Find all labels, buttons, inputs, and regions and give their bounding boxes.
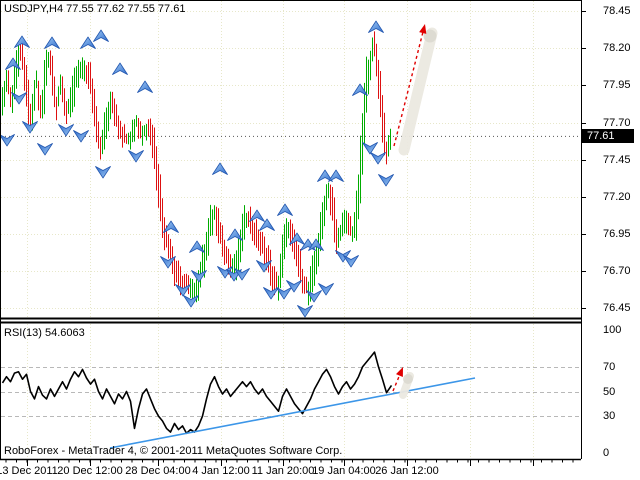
price-axis-label: 77.70	[603, 117, 631, 129]
current-price-badge: 77.61	[582, 129, 634, 143]
fractal-up-icon[interactable]	[137, 80, 153, 93]
fractal-down-icon[interactable]	[286, 280, 302, 293]
price-panel[interactable]	[0, 0, 581, 318]
fractal-down-icon[interactable]	[128, 150, 144, 163]
price-axis-label: 76.95	[603, 228, 631, 240]
fractal-up-icon[interactable]	[189, 240, 205, 253]
price-axis-label: 76.70	[603, 265, 631, 277]
fractal-down-icon[interactable]	[335, 250, 351, 263]
fractal-up-icon[interactable]	[352, 83, 368, 96]
rsi-line	[1, 351, 393, 435]
rsi-axis-label: 100	[603, 324, 622, 336]
fractal-down-icon[interactable]	[234, 268, 250, 281]
fractal-up-icon[interactable]	[259, 218, 275, 231]
fractal-up-icon[interactable]	[80, 36, 96, 49]
fractal-up-icon[interactable]	[93, 29, 109, 42]
fractal-down-icon[interactable]	[306, 290, 322, 303]
time-axis-label: 13 Dec 2011	[0, 465, 58, 477]
rsi-axis-label: 70	[603, 361, 616, 373]
rsi-level-lines	[1, 367, 580, 417]
time-axis-label: 11 Jan 20:00	[251, 465, 315, 477]
fractal-down-icon[interactable]	[22, 121, 38, 134]
price-bars	[2, 31, 391, 306]
fractal-down-icon[interactable]	[297, 305, 313, 318]
fractal-down-icon[interactable]	[11, 92, 27, 105]
fractal-up-icon[interactable]	[5, 57, 21, 70]
price-axis-label: 77.20	[603, 191, 631, 203]
price-axis-label: 78.20	[603, 42, 631, 54]
time-axis-label: 28 Dec 04:00	[125, 465, 191, 477]
time-axis-label: 26 Jan 12:00	[375, 465, 439, 477]
fractal-up-icon[interactable]	[212, 162, 228, 175]
rsi-indicator-label: RSI(13) 54.6063	[4, 327, 85, 339]
grid	[1, 1, 580, 458]
fractal-up-icon[interactable]	[328, 169, 344, 182]
fractal-down-icon[interactable]	[256, 260, 272, 273]
fractal-down-icon[interactable]	[160, 256, 176, 269]
fractal-up-icon[interactable]	[14, 35, 30, 48]
time-axis-label: 4 Jan 12:00	[192, 465, 250, 477]
price-axis-label: 77.95	[603, 79, 631, 91]
price-axis-label: 78.45	[603, 5, 631, 17]
price-trend-arrow[interactable]	[393, 24, 438, 156]
fractal-up-icon[interactable]	[317, 169, 333, 182]
time-axis-label: 19 Jan 04:00	[312, 465, 376, 477]
copyright-text: RoboForex - MetaTrader 4, © 2001-2011 Me…	[4, 445, 343, 457]
fractal-down-icon[interactable]	[37, 143, 53, 156]
fractal-down-icon[interactable]	[95, 166, 111, 179]
fractal-down-icon[interactable]	[362, 142, 378, 155]
fractal-down-icon[interactable]	[370, 152, 386, 165]
fractal-up-icon[interactable]	[308, 238, 324, 251]
fractal-down-icon[interactable]	[0, 134, 15, 147]
fractal-down-icon[interactable]	[378, 174, 394, 187]
rsi-trend-arrow[interactable]	[392, 367, 414, 399]
time-axis-label: 20 Dec 12:00	[57, 465, 123, 477]
rsi-trendline[interactable]	[109, 377, 476, 449]
price-axis-label: 77.45	[603, 154, 631, 166]
fractal-up-icon[interactable]	[368, 20, 384, 33]
rsi-axis-label: 0	[603, 447, 610, 459]
fractal-up-icon[interactable]	[112, 62, 128, 75]
fractal-down-icon[interactable]	[191, 270, 207, 283]
fractal-down-icon[interactable]	[217, 266, 233, 279]
chart-title: USDJPY,H4 77.55 77.62 77.55 77.61	[4, 3, 186, 15]
fractal-down-icon[interactable]	[175, 284, 191, 297]
fractal-up-icon[interactable]	[249, 209, 265, 222]
fractal-down-icon[interactable]	[73, 130, 89, 143]
fractal-up-icon[interactable]	[44, 36, 60, 49]
fractal-down-icon[interactable]	[343, 255, 359, 268]
fractal-arrows	[0, 20, 394, 318]
fractal-up-icon[interactable]	[227, 228, 243, 241]
rsi-axis-label: 30	[603, 410, 616, 422]
rsi-panel[interactable]	[0, 322, 581, 459]
price-axis-label: 76.45	[603, 302, 631, 314]
panel-frames	[0, 0, 586, 466]
fractal-up-icon[interactable]	[163, 220, 179, 233]
fractal-up-icon[interactable]	[277, 203, 293, 216]
fractal-down-icon[interactable]	[58, 124, 74, 137]
fractal-down-icon[interactable]	[263, 287, 279, 300]
fractal-down-icon[interactable]	[183, 295, 199, 308]
rsi-axis-label: 50	[603, 386, 616, 398]
fractal-down-icon[interactable]	[318, 283, 334, 296]
